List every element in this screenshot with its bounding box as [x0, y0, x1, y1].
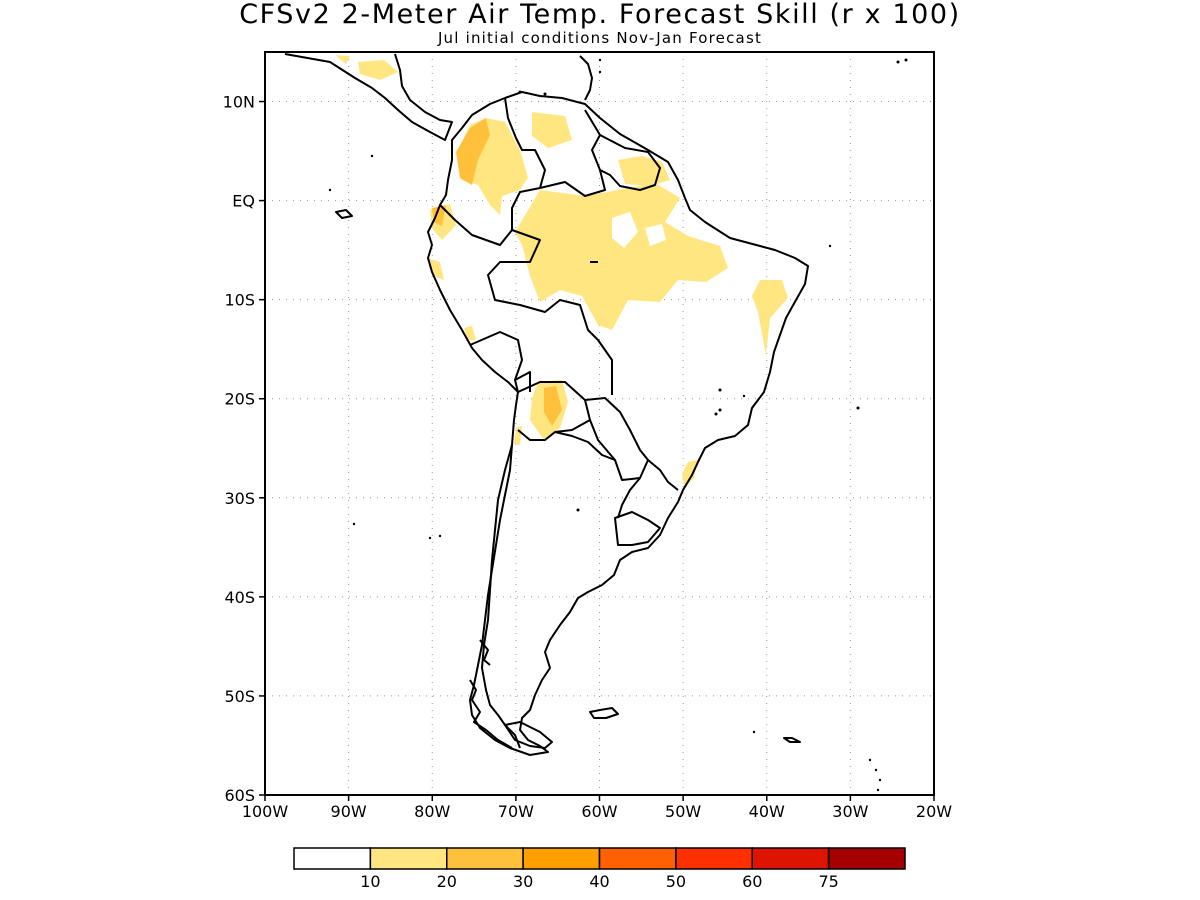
colorbar-label: 75	[818, 872, 838, 891]
colorbar-label: 20	[437, 872, 457, 891]
x-tick-label: 30W	[832, 802, 868, 821]
colorbar-label: 40	[589, 872, 609, 891]
colorbar-label: 50	[666, 872, 686, 891]
colorbar-label: 30	[513, 872, 533, 891]
x-tick-label: 40W	[749, 802, 785, 821]
y-tick-label: 10N	[223, 93, 255, 112]
coastlines	[284, 53, 809, 756]
colorbar-swatch	[522, 847, 601, 870]
colorbar-swatch	[675, 847, 753, 870]
y-tick-label: 50S	[224, 687, 255, 706]
colorbar-swatch	[598, 847, 677, 870]
y-tick-label: EQ	[232, 192, 255, 211]
x-tick-label: 60W	[581, 802, 617, 821]
x-tick-label: 50W	[665, 802, 701, 821]
x-tick-label: 100W	[242, 802, 289, 821]
island-dots	[328, 58, 908, 792]
y-tick-label: 40S	[224, 588, 255, 607]
colorbar-swatch	[751, 847, 830, 870]
x-tick-label: 70W	[498, 802, 534, 821]
x-tick-label: 90W	[331, 802, 367, 821]
colorbar-swatch	[827, 847, 906, 870]
y-tick-label: 30S	[224, 489, 255, 508]
colorbar-label: 60	[742, 872, 762, 891]
skill-shading-20-30	[432, 118, 562, 426]
colorbar-swatch	[446, 847, 524, 870]
map-gridlines	[265, 52, 934, 795]
y-tick-label: 10S	[224, 291, 255, 310]
colorbar-label: 10	[360, 872, 380, 891]
x-axis-ticks: 100W 90W 80W 70W 60W 50W 40W 30W 20W	[242, 795, 952, 821]
skill-shading-10-20	[335, 55, 788, 488]
page-subtitle: Jul initial conditions Nov-Jan Forecast	[437, 29, 763, 47]
page-title: CFSv2 2-Meter Air Temp. Forecast Skill (…	[239, 0, 961, 30]
colorbar-swatch	[369, 847, 448, 870]
colorbar-swatch	[293, 847, 372, 870]
colorbar: 10 20 30 40 50 60 75	[293, 847, 906, 891]
y-tick-label: 60S	[224, 786, 255, 805]
x-tick-label: 80W	[414, 802, 450, 821]
y-axis-ticks: 10N EQ 10S 20S 30S 40S 50S 60S	[223, 93, 265, 805]
x-tick-label: 20W	[916, 802, 952, 821]
y-tick-label: 20S	[224, 390, 255, 409]
